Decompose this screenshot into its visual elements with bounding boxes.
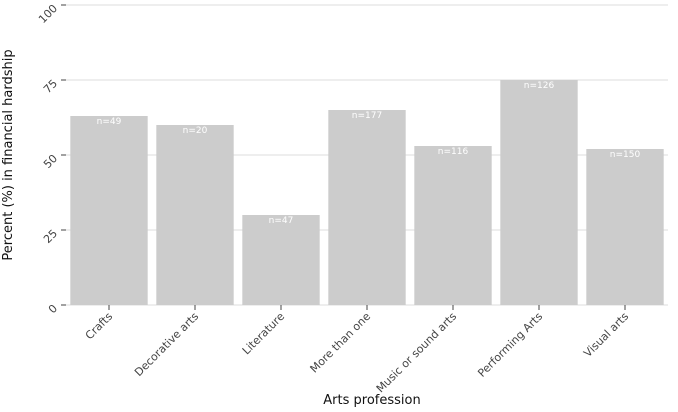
n-label: n=49	[97, 117, 122, 127]
n-label: n=126	[524, 81, 555, 91]
y-axis-title: Percent (%) in financial hardship	[1, 49, 16, 260]
y-tick-label: 50	[41, 152, 60, 171]
x-tick-label: Visual arts	[581, 310, 631, 360]
y-tick-label: 75	[41, 77, 60, 96]
n-label: n=47	[269, 216, 294, 226]
x-axis-title: Arts profession	[323, 393, 420, 408]
y-tick-label: 25	[41, 227, 60, 246]
y-tick-label: 0	[46, 302, 60, 316]
x-tick-label: Crafts	[83, 310, 115, 342]
bar	[242, 215, 320, 305]
x-tick-label: Decorative arts	[132, 310, 201, 379]
y-tick-label: 100	[36, 2, 60, 26]
bar	[328, 110, 406, 305]
bar	[414, 146, 492, 305]
x-tick-label: Literature	[240, 310, 287, 357]
bar	[70, 116, 148, 305]
n-label: n=116	[438, 147, 469, 157]
x-tick-label: Music or sound arts	[374, 310, 460, 396]
bar	[586, 149, 664, 305]
n-label: n=20	[183, 126, 208, 136]
bar	[156, 125, 234, 305]
bar	[500, 80, 578, 305]
x-tick-label: Performing Arts	[475, 310, 545, 380]
x-tick-label: More than one	[308, 310, 374, 376]
n-label: n=177	[352, 111, 382, 121]
n-label: n=150	[610, 150, 641, 160]
